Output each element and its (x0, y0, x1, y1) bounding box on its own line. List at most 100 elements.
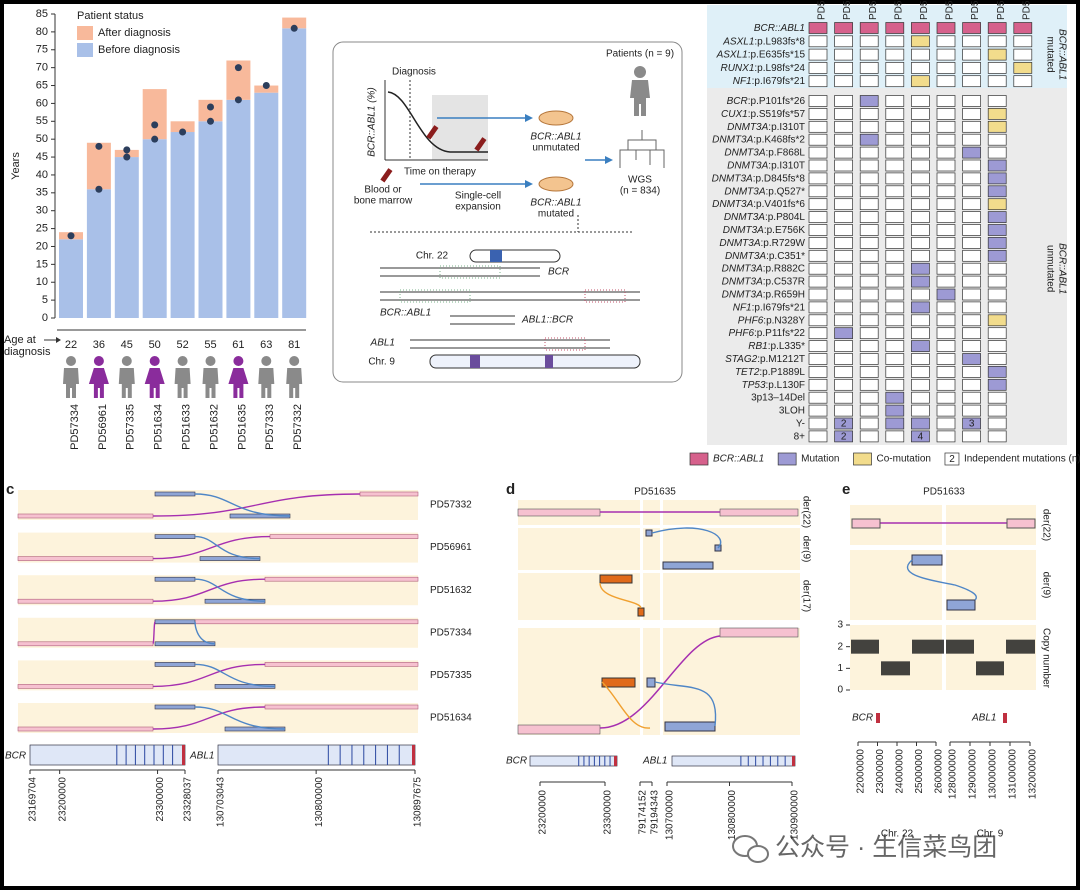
mutation-change: :p.K468fs*2 (753, 134, 805, 145)
empty-cell (834, 378, 853, 391)
empty-cell (885, 75, 905, 88)
count-label: 2 (841, 432, 847, 443)
row-label: NF1:p.I679fs*21 (733, 76, 806, 87)
empty-cell (834, 95, 853, 107)
copy-number-segment (1006, 639, 1035, 654)
empty-cell (859, 120, 879, 133)
track-bg (643, 528, 660, 570)
empty-cell (936, 48, 956, 61)
der9 (645, 529, 653, 537)
empty-cell (1013, 35, 1033, 48)
sample-dot (234, 96, 242, 104)
empty-cell (808, 249, 828, 262)
dish (538, 110, 574, 126)
chr-label: Chr. 22 (416, 251, 449, 262)
legend-count: 2 (949, 454, 955, 465)
empty-cell (859, 224, 879, 236)
chromosome (429, 354, 641, 369)
cell (987, 378, 1007, 391)
x-tick-label: 79194343 (650, 790, 661, 835)
empty-cell (834, 288, 853, 301)
x-tick-label: 26000000 (934, 749, 945, 794)
wgs-label: WGS (628, 175, 652, 186)
row-label: CUX1:p.S519fs*57 (721, 109, 805, 120)
legend-swatch (853, 452, 872, 466)
empty-cell (987, 391, 1007, 404)
empty-cell (1013, 75, 1033, 88)
der22 (17, 513, 154, 519)
gene-name: DNMT3A (722, 263, 763, 274)
empty-cell (962, 198, 981, 211)
empty-cell (885, 159, 905, 172)
gene-label: ABL1 (189, 751, 214, 762)
row-label: RB1:p.L335* (748, 341, 805, 352)
y-tick-label: 10 (36, 276, 48, 288)
mutation-change: :p.E756K (764, 225, 805, 236)
empty-cell (859, 159, 879, 172)
gene-label: ABL1 (971, 713, 996, 724)
row-label: DNMT3A:p.V401fs*6 (712, 199, 805, 210)
legend-label: Co-mutation (877, 454, 931, 465)
copy-number-segment (976, 661, 1004, 676)
person-head (177, 356, 188, 366)
empty-cell (834, 108, 853, 120)
column-label: PD5 (893, 0, 904, 20)
mutation-change: :p.L130F (766, 379, 805, 390)
cell (885, 22, 905, 34)
gene-track (29, 744, 186, 766)
gene-name: TET2 (735, 367, 760, 378)
empty-cell (859, 340, 879, 352)
empty-cell (808, 262, 828, 275)
empty-cell (911, 237, 930, 249)
empty-cell (859, 262, 879, 275)
row-label: DNMT3A:p.C537R (722, 276, 805, 287)
empty-cell (859, 404, 879, 417)
empty-cell (962, 159, 981, 172)
empty-cell (885, 48, 905, 61)
empty-cell (987, 35, 1007, 48)
empty-cell (911, 120, 930, 133)
empty-cell (911, 211, 930, 223)
gene-label: ABL1 (370, 338, 395, 349)
gene-track (529, 755, 618, 767)
empty-cell (987, 275, 1007, 288)
empty-cell (834, 275, 853, 288)
x-tick-label: 130800000 (727, 790, 738, 840)
empty-cell (911, 172, 930, 185)
empty-cell (936, 172, 956, 185)
person-head (93, 356, 104, 366)
y-tick-label: 70 (36, 62, 48, 74)
empty-cell (911, 48, 930, 61)
column-label: PD5 (919, 0, 930, 20)
band (545, 355, 553, 368)
dish (538, 176, 574, 192)
sample-label: bone marrow (354, 196, 413, 207)
empty-cell (808, 35, 828, 48)
mutation-change: :p.E635fs*15 (748, 49, 806, 60)
join (152, 578, 266, 602)
copy-number-segment (851, 639, 879, 654)
der22 (17, 684, 154, 689)
sample-dot (95, 142, 103, 150)
empty-cell (936, 314, 956, 327)
empty-cell (962, 224, 981, 236)
track-label: der(22) (800, 496, 811, 528)
y-tick-label: 45 (36, 151, 48, 163)
gene-name: DNMT3A (724, 147, 765, 158)
gene-name: DNMT3A (724, 186, 765, 197)
der9 (646, 677, 656, 688)
x-tick-label: PD51635 (236, 404, 248, 450)
cell (936, 22, 956, 34)
empty-cell (808, 172, 828, 185)
empty-cell (808, 159, 828, 172)
empty-cell (962, 48, 981, 61)
mutation-change: :p.V401fs*6 (753, 199, 805, 210)
empty-cell (808, 353, 828, 365)
mutation-change: :p.P1889L (759, 367, 805, 378)
empty-cell (936, 417, 956, 430)
join (152, 621, 156, 645)
empty-cell (936, 133, 956, 146)
row-label: DNMT3A:p.C351* (725, 250, 805, 261)
empty-cell (987, 262, 1007, 275)
empty-cell (911, 404, 930, 417)
